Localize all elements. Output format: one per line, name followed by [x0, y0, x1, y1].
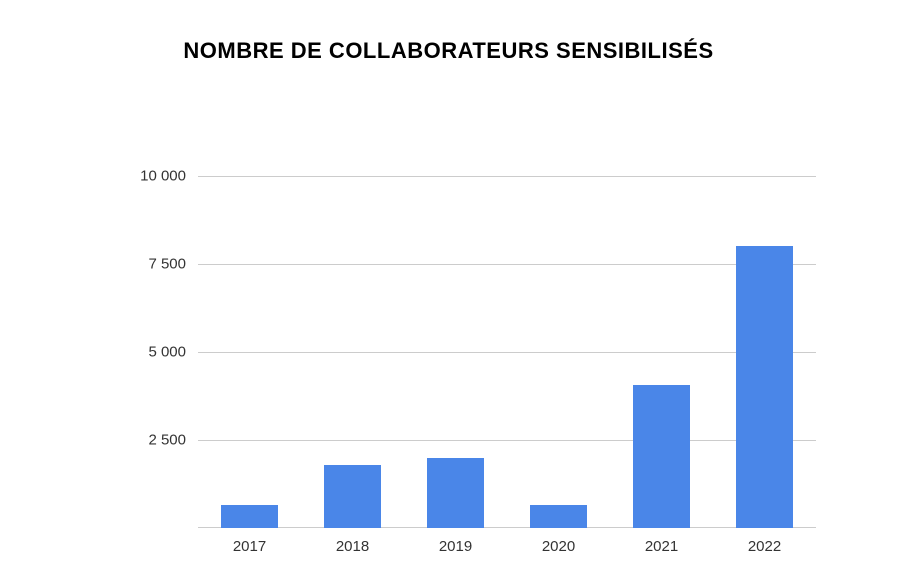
y-tick-label: 2 500 — [148, 431, 198, 448]
y-tick-label: 7 500 — [148, 255, 198, 272]
bar — [324, 465, 382, 528]
x-tick-label: 2020 — [542, 528, 575, 555]
plot-area: 2 5005 0007 50010 000 201720182019202020… — [198, 158, 816, 528]
x-tick-label: 2017 — [233, 528, 266, 555]
bar — [221, 505, 279, 528]
x-tick-label: 2021 — [645, 528, 678, 555]
y-tick-label: 10 000 — [140, 167, 198, 184]
bar — [530, 505, 588, 528]
bar — [427, 458, 485, 528]
bar — [736, 246, 794, 528]
bar — [633, 385, 691, 528]
x-tick-label: 2022 — [748, 528, 781, 555]
chart-area: 2 5005 0007 50010 000 201720182019202020… — [198, 158, 816, 528]
bars-container — [198, 158, 816, 528]
y-tick-label: 5 000 — [148, 343, 198, 360]
chart-title: Nombre de collaborateurs sensibilisés — [0, 0, 897, 64]
x-tick-label: 2019 — [439, 528, 472, 555]
x-tick-label: 2018 — [336, 528, 369, 555]
